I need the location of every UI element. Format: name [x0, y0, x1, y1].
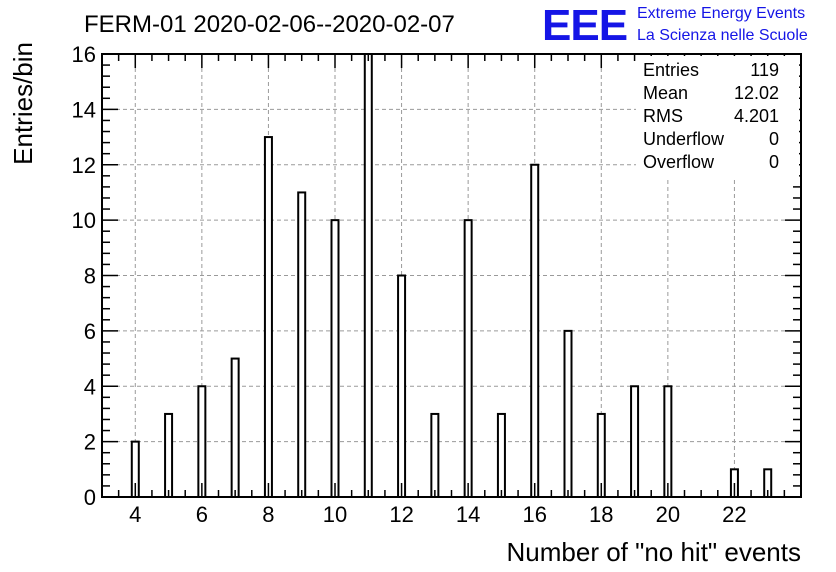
histogram-bar [496, 412, 506, 498]
stats-label: RMS [643, 106, 683, 126]
histogram-bar [197, 385, 207, 498]
stats-value: 0 [769, 129, 779, 149]
stats-label: Entries [643, 60, 699, 80]
eee-logo: EEE Extreme Energy Events La Scienza nel… [542, 1, 808, 50]
y-tick-label: 12 [72, 153, 96, 178]
stats-box: Entries 119 Mean 12.02 RMS 4.201 Underflow 0 Ove… [636, 56, 799, 177]
histogram-bar [397, 274, 407, 498]
x-tick-label: 16 [522, 502, 546, 527]
y-tick-label: 16 [72, 42, 96, 67]
y-tick-label: 10 [72, 208, 96, 233]
x-tick-label: 10 [323, 502, 347, 527]
histogram-bar [530, 163, 540, 498]
histogram-bar [297, 191, 307, 498]
y-tick-label: 14 [72, 97, 96, 122]
stats-label: Mean [643, 83, 688, 103]
stats-value: 4.201 [734, 106, 779, 126]
histogram-bar [363, 53, 373, 498]
histogram-bar [164, 412, 174, 498]
chart-title: FERM-01 2020-02-06--2020-02-07 [84, 11, 455, 38]
histogram-bar [630, 385, 640, 498]
histogram-bars [130, 53, 773, 498]
stats-value: 0 [769, 152, 779, 172]
histogram-bar [463, 219, 473, 498]
stats-value: 12.02 [734, 83, 779, 103]
y-tick-label: 2 [84, 430, 96, 455]
stats-label: Underflow [643, 129, 725, 149]
histogram-bar [430, 412, 440, 498]
y-tick-label: 4 [84, 374, 96, 399]
y-axis-label: Entries/bin [8, 42, 38, 165]
x-tick-label: 12 [389, 502, 413, 527]
logo-line-2: La Scienza nelle Scuole [637, 27, 808, 44]
logo-line-1: Extreme Energy Events [637, 5, 805, 22]
x-axis-label: Number of "no hit" events [507, 537, 802, 567]
histogram-bar [263, 136, 273, 498]
histogram-bar [230, 357, 240, 498]
histogram-bar [330, 219, 340, 498]
logo-mark: EEE [542, 1, 627, 50]
axes [101, 53, 802, 498]
x-tick-label: 22 [722, 502, 746, 527]
y-tick-label: 6 [84, 319, 96, 344]
x-tick-label: 14 [456, 502, 480, 527]
x-tick-label: 18 [589, 502, 613, 527]
stats-box-background [636, 56, 799, 177]
x-tick-label: 4 [129, 502, 141, 527]
y-tick-labels: 0 2 4 6 8 10 12 14 16 [72, 42, 96, 510]
y-tick-label: 0 [84, 485, 96, 510]
y-tick-label: 8 [84, 264, 96, 289]
x-tick-label: 6 [196, 502, 208, 527]
histogram-bar [663, 385, 673, 498]
stats-label: Overflow [643, 152, 715, 172]
x-tick-labels: 4 6 8 10 12 14 16 18 20 22 [129, 502, 747, 527]
x-tick-label: 20 [656, 502, 680, 527]
x-tick-label: 8 [262, 502, 274, 527]
stats-value: 119 [750, 60, 779, 80]
histogram-bar [563, 329, 573, 498]
